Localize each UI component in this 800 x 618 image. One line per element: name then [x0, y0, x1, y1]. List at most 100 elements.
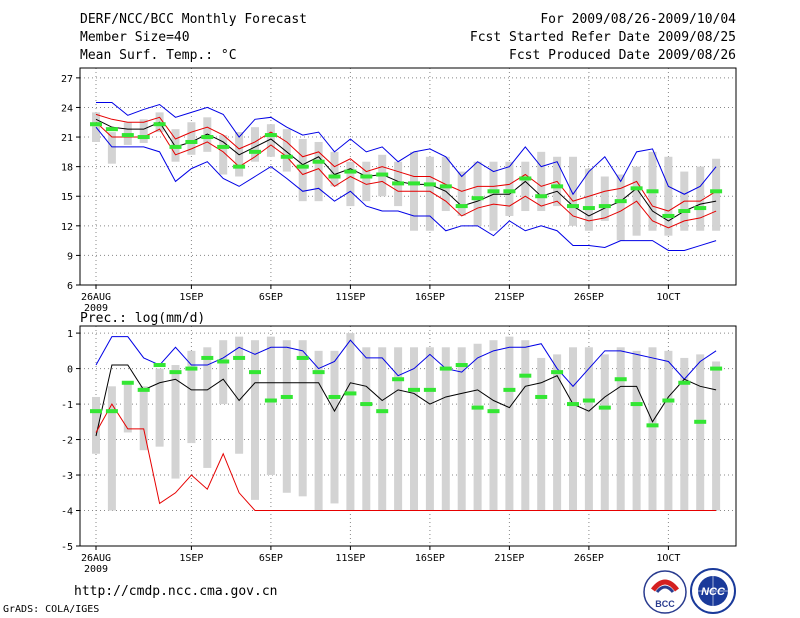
- ensemble-mean-marker: [630, 402, 643, 407]
- x-tick-label: 6SEP: [259, 553, 283, 564]
- spread-box: [712, 158, 721, 231]
- ensemble-mean-marker: [233, 355, 246, 360]
- ensemble-mean-marker: [630, 186, 643, 191]
- ensemble-mean-marker: [503, 189, 516, 194]
- spread-box: [394, 347, 403, 511]
- series-min-line: [95, 126, 717, 251]
- spread-box: [632, 350, 641, 511]
- spread-box: [425, 156, 434, 231]
- ensemble-mean-marker: [614, 199, 627, 204]
- y-tick-label: 12: [61, 222, 73, 233]
- spread-box: [330, 350, 339, 504]
- ensemble-mean-marker: [662, 213, 675, 218]
- x-tick-label: 26SEP: [574, 292, 604, 303]
- ensemble-mean-marker: [471, 405, 484, 410]
- ensemble-mean-marker: [519, 373, 532, 378]
- ensemble-mean-marker: [169, 144, 182, 149]
- ensemble-mean-marker: [551, 370, 564, 375]
- y-tick-label: 9: [67, 251, 73, 262]
- spread-box: [441, 347, 450, 511]
- spread-box: [362, 347, 371, 511]
- variable-label: Mean Surf. Temp.: °C: [80, 48, 237, 63]
- x-tick-label: 6SEP: [259, 292, 283, 303]
- ensemble-mean-marker: [376, 409, 389, 414]
- series-max-line: [96, 102, 717, 196]
- ensemble-mean-marker: [137, 135, 150, 140]
- ensemble-mean-marker: [598, 405, 611, 410]
- x-tick-label: 11SEP: [335, 292, 365, 303]
- ensemble-mean-marker: [264, 398, 277, 403]
- ensemble-mean-marker: [582, 206, 595, 211]
- year-label: 2009: [84, 564, 108, 575]
- y-tick-label: -4: [61, 507, 73, 518]
- spread-box: [584, 347, 593, 511]
- y-tick-label: -1: [61, 400, 73, 411]
- spread-box: [266, 336, 275, 476]
- spread-box: [346, 333, 355, 511]
- spread-box: [537, 151, 546, 212]
- produced-date: Fcst Produced Date 2009/08/26: [509, 48, 736, 63]
- ensemble-mean-marker: [153, 363, 166, 368]
- plot-frame: [79, 325, 737, 547]
- spread-box: [569, 156, 577, 226]
- prec-title: Prec.: log(mm/d): [80, 311, 206, 326]
- bcc-logo: BCC: [643, 570, 687, 614]
- spread-box: [473, 161, 482, 226]
- spread-box: [569, 347, 577, 511]
- spread-box: [696, 166, 705, 231]
- ensemble-mean-marker: [455, 363, 468, 368]
- spread-box: [473, 343, 482, 511]
- spread-box: [139, 119, 148, 143]
- ensemble-mean-marker: [662, 398, 675, 403]
- ensemble-mean-marker: [567, 402, 579, 407]
- ensemble-mean-marker: [423, 182, 436, 187]
- series-max-line: [95, 336, 717, 388]
- y-tick-label: 27: [61, 74, 73, 85]
- spread-box: [410, 347, 418, 511]
- spread-box: [553, 354, 562, 511]
- spread-box: [521, 161, 530, 212]
- ensemble-mean-marker: [598, 204, 611, 209]
- ensemble-mean-marker: [487, 409, 500, 414]
- ensemble-mean-marker: [344, 391, 357, 396]
- ensemble-mean-marker: [280, 394, 293, 399]
- x-tick-label: 26AUG: [81, 292, 111, 303]
- ensemble-mean-marker: [185, 139, 198, 144]
- y-tick-label: 21: [61, 133, 73, 144]
- ensemble-mean-marker: [201, 355, 214, 360]
- spread-box: [680, 357, 689, 511]
- svg-text:NCC: NCC: [701, 586, 726, 598]
- ensemble-mean-marker: [312, 159, 325, 164]
- ensemble-mean-marker: [328, 174, 341, 179]
- ensemble-mean-marker: [296, 164, 309, 169]
- y-tick-label: 1: [67, 329, 73, 340]
- ensemble-mean-marker: [328, 394, 341, 399]
- spread-box: [457, 171, 466, 216]
- spread-box: [314, 350, 323, 511]
- spread-box: [489, 340, 498, 511]
- spread-box: [266, 124, 275, 157]
- source-url[interactable]: http://cmdp.ncc.cma.gov.cn: [74, 584, 278, 599]
- spread-box: [314, 141, 323, 202]
- spread-box: [298, 139, 307, 202]
- spread-box: [282, 129, 291, 172]
- spread-box: [187, 350, 196, 444]
- spread-box: [282, 340, 291, 493]
- x-tick-label: 26AUG: [81, 553, 111, 564]
- ncc-logo: NCC: [690, 568, 736, 614]
- x-tick-label: 1OCT: [656, 292, 680, 303]
- ensemble-mean-marker: [90, 409, 102, 414]
- spread-box: [664, 350, 673, 511]
- x-tick-label: 1SEP: [179, 553, 203, 564]
- y-tick-label: 24: [61, 103, 73, 114]
- y-tick-label: 6: [67, 281, 73, 292]
- ensemble-mean-marker: [105, 127, 118, 132]
- ensemble-mean-marker: [408, 181, 420, 186]
- spread-box: [155, 368, 164, 447]
- spread-box: [505, 161, 514, 216]
- ensemble-mean-marker: [408, 387, 420, 392]
- ensemble-mean-marker: [280, 154, 293, 159]
- grads-credit: GrADS: COLA/IGES: [3, 604, 100, 615]
- spread-box: [346, 161, 355, 207]
- ensemble-mean-marker: [694, 206, 707, 211]
